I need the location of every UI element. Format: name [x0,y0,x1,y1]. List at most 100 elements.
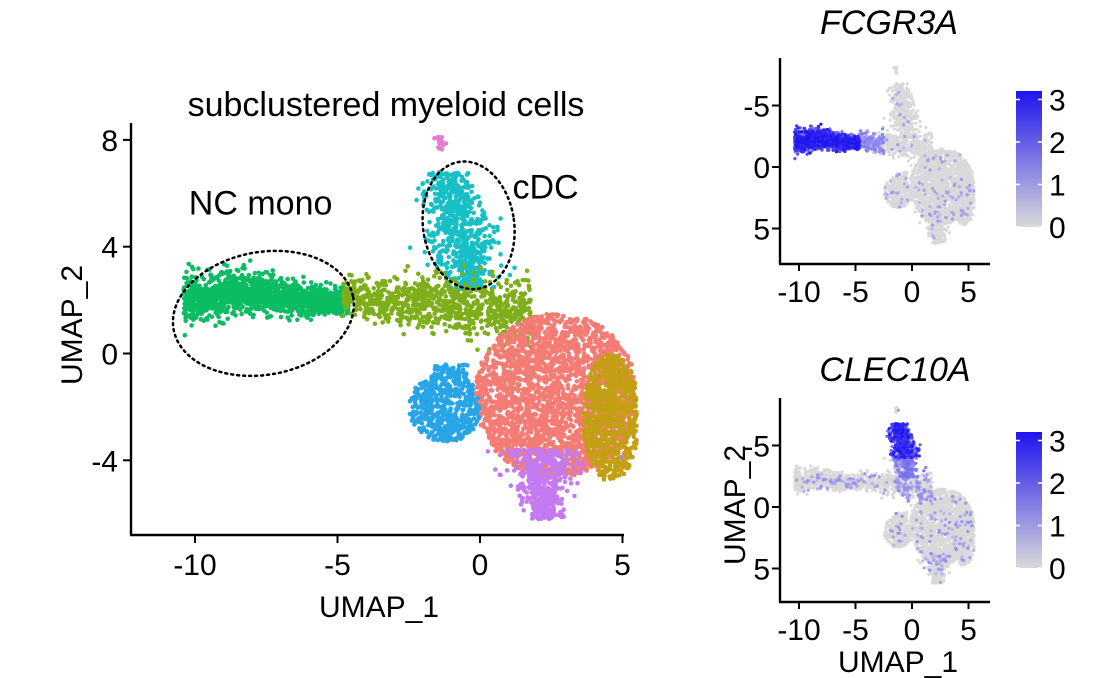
data-point [310,286,316,292]
data-point [462,324,468,329]
data-point [499,303,504,308]
data-point [543,380,549,385]
data-point [305,285,311,291]
data-point [403,280,408,286]
data-point [420,275,425,280]
data-point [399,314,405,319]
data-point [433,245,438,251]
data-point [378,295,384,301]
data-point [289,313,295,318]
data-point [240,265,245,271]
data-point [212,295,217,300]
data-point [468,198,474,203]
data-point [464,172,470,177]
data-point [366,275,371,280]
data-point [278,314,284,320]
data-point [498,216,503,221]
data-point [498,252,503,257]
data-point [456,321,462,327]
data-point [482,279,488,284]
data-point [193,284,199,290]
data-point [453,189,459,195]
data-point [253,293,258,299]
data-point [223,270,228,276]
data-point [208,272,213,278]
data-point [472,248,478,253]
data-point [481,380,487,386]
data-point [464,237,470,242]
data-point [567,428,573,434]
data-point [334,289,340,294]
data-point [236,268,241,274]
data-point [328,281,333,286]
data-point [279,284,284,289]
data-point [323,292,328,298]
data-point [209,314,215,320]
data-point [512,311,518,317]
data-point [445,175,450,180]
data-point [361,295,367,301]
data-point [425,179,430,184]
data-point [188,314,194,320]
data-point [490,293,496,299]
data-point [295,317,300,323]
data-point [538,435,544,441]
data-point [245,308,251,314]
data-point [231,304,237,310]
data-point [268,314,274,319]
data-point [425,282,430,288]
data-point [404,315,410,321]
data-point [291,306,296,311]
data-point [392,300,398,306]
data-point [459,253,464,258]
data-point [405,264,411,269]
data-point [445,260,451,266]
data-point [201,276,207,282]
data-point [509,319,514,325]
data-point [289,301,294,307]
data-point [507,309,513,315]
data-point [432,191,438,197]
data-point [288,290,294,296]
data-point [442,248,448,253]
data-point [479,306,484,311]
data-point [220,304,226,310]
data-point [447,323,453,329]
data-point [203,282,208,288]
data-point [404,296,410,302]
data-point [189,323,194,328]
data-point [450,228,455,234]
data-point [469,294,475,300]
data-point [401,285,407,291]
data-point [205,293,210,299]
data-point [426,318,432,324]
data-point [377,314,383,320]
data-point [527,287,532,293]
data-point [256,303,261,309]
data-point [478,265,484,271]
data-point [574,379,580,384]
data-point [231,309,236,315]
data-point [202,303,207,308]
data-point [451,258,456,263]
data-point [407,245,413,250]
data-point [272,291,278,297]
main-umap-panel: subclustered myeloid cells NC mono cDC -… [56,86,639,624]
data-point [447,194,452,199]
data-point [299,311,304,316]
data-point [520,277,526,283]
data-point [383,282,389,288]
data-point [515,322,520,328]
data-point [462,295,468,301]
data-point [318,282,324,288]
data-point [546,418,551,424]
data-point [416,322,422,327]
data-point [434,308,439,314]
data-point [464,179,470,185]
data-point [389,295,395,301]
data-point [444,171,450,176]
data-point [501,311,507,317]
data-point [371,311,377,317]
data-point [487,222,492,228]
data-point [396,291,402,297]
